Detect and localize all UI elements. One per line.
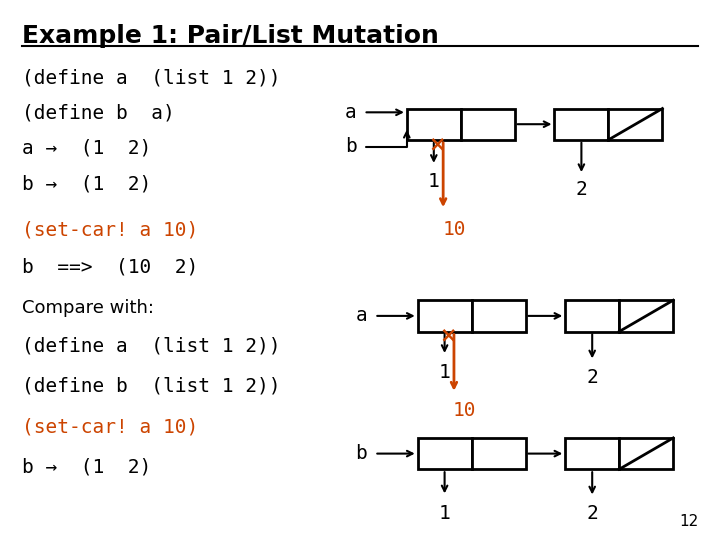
Bar <box>472 300 526 332</box>
Text: a: a <box>345 103 356 122</box>
Text: (define a  (list 1 2)): (define a (list 1 2)) <box>22 69 280 88</box>
Text: 10: 10 <box>453 401 477 420</box>
Text: ×: × <box>439 326 457 346</box>
Text: a: a <box>356 306 367 326</box>
Text: (define a  (list 1 2)): (define a (list 1 2)) <box>22 336 280 355</box>
Bar <box>565 300 619 332</box>
Bar <box>418 300 472 332</box>
Bar <box>418 438 472 469</box>
Text: (define b  (list 1 2)): (define b (list 1 2)) <box>22 376 280 396</box>
Text: 1: 1 <box>438 504 451 523</box>
Bar <box>461 109 515 140</box>
Text: b: b <box>356 444 367 463</box>
Bar <box>608 109 662 140</box>
Bar <box>472 438 526 469</box>
Text: a →  (1  2): a → (1 2) <box>22 139 151 158</box>
Text: (set-car! a 10): (set-car! a 10) <box>22 417 198 436</box>
Text: Example 1: Pair/List Mutation: Example 1: Pair/List Mutation <box>22 24 438 48</box>
Text: Compare with:: Compare with: <box>22 299 153 317</box>
Bar <box>619 300 673 332</box>
Text: b: b <box>345 137 356 157</box>
Text: ×: × <box>428 134 446 154</box>
Text: b  ==>  (10  2): b ==> (10 2) <box>22 258 198 277</box>
Text: b →  (1  2): b → (1 2) <box>22 174 151 193</box>
Bar <box>554 109 608 140</box>
Text: 2: 2 <box>575 180 588 199</box>
Text: 2: 2 <box>586 504 598 523</box>
Text: (set-car! a 10): (set-car! a 10) <box>22 220 198 239</box>
Text: (define b  a): (define b a) <box>22 104 174 123</box>
Bar <box>407 109 461 140</box>
Text: b →  (1  2): b → (1 2) <box>22 457 151 477</box>
Text: 12: 12 <box>679 514 698 529</box>
Text: 1: 1 <box>438 363 451 382</box>
Text: 2: 2 <box>586 368 598 387</box>
Bar <box>619 438 673 469</box>
Text: 1: 1 <box>428 172 440 191</box>
Bar <box>565 438 619 469</box>
Text: 10: 10 <box>442 220 466 239</box>
